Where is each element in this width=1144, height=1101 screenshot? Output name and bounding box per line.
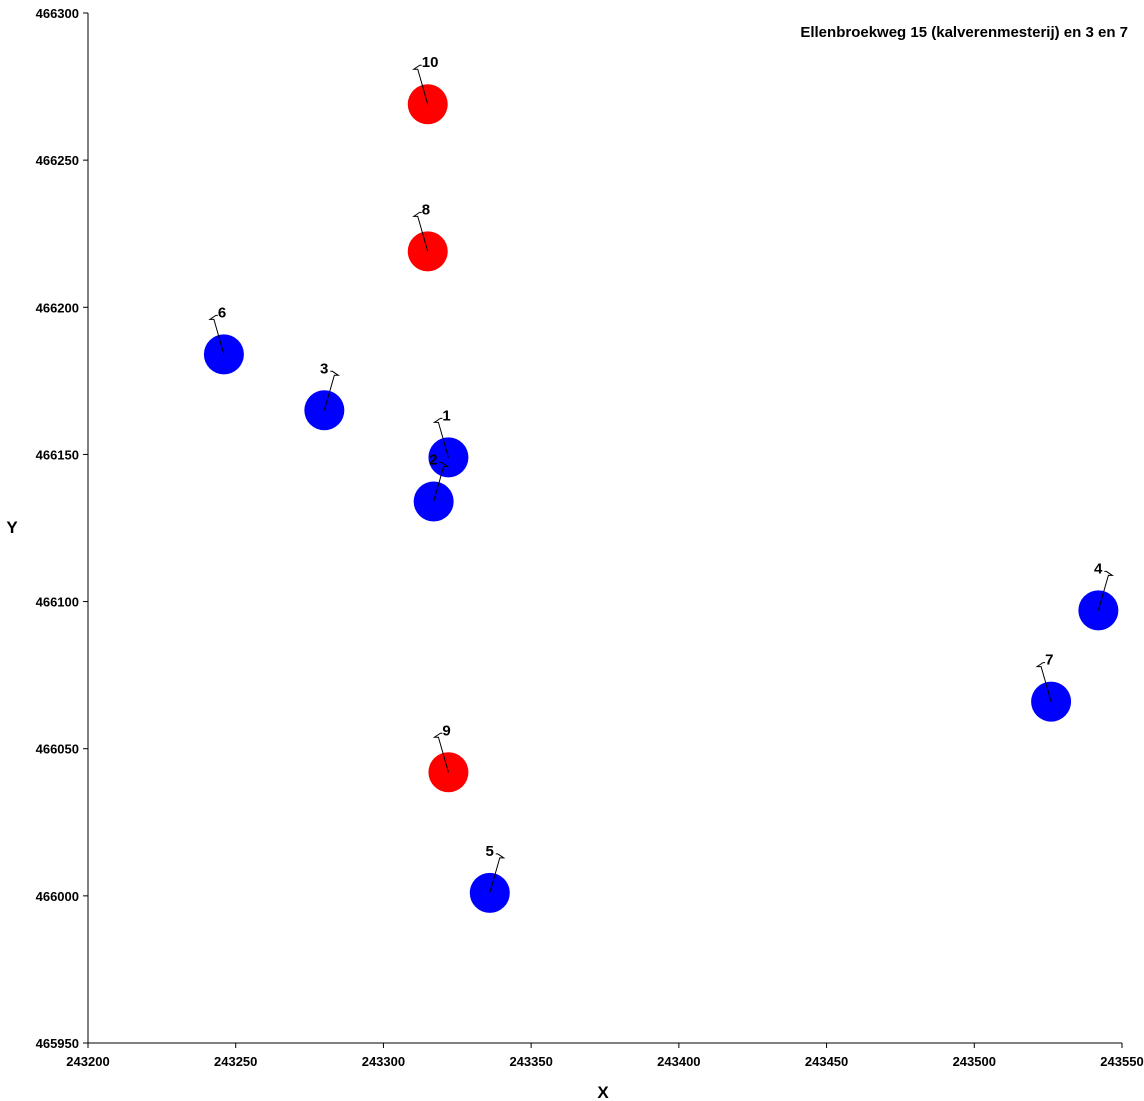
point-label: 6 — [218, 304, 226, 321]
y-tick-label: 466250 — [36, 153, 79, 168]
point-label: 8 — [422, 201, 430, 218]
x-tick-label: 243200 — [66, 1054, 109, 1069]
y-tick-label: 465950 — [36, 1036, 79, 1051]
point-label: 5 — [485, 843, 493, 860]
point-label: 7 — [1045, 652, 1053, 669]
point-leader-line — [432, 732, 449, 773]
point-leader-line — [433, 462, 450, 502]
point-leader-line — [323, 370, 340, 411]
data-points: 1 2 3 4 5 6 7 8 9 10 — [203, 54, 1119, 913]
x-tick-label: 243550 — [1100, 1054, 1143, 1069]
point-label: 1 — [442, 407, 450, 424]
point-leader-line — [1035, 662, 1052, 702]
point-leader-line — [208, 314, 225, 355]
x-tick-label: 243250 — [214, 1054, 257, 1069]
x-tick-label: 243300 — [362, 1054, 405, 1069]
y-tick-label: 466050 — [36, 742, 79, 757]
point-label: 9 — [442, 722, 450, 739]
y-tick-label: 466200 — [36, 300, 79, 315]
point-leader-line — [432, 417, 449, 458]
point-label: 4 — [1094, 560, 1103, 577]
y-tick-label: 466000 — [36, 889, 79, 904]
x-tick-label: 243350 — [509, 1054, 552, 1069]
point-leader-line — [412, 64, 429, 105]
x-tick-label: 243500 — [953, 1054, 996, 1069]
point-leader-line — [1097, 570, 1115, 611]
y-tick-label: 466150 — [36, 447, 79, 462]
point-label: 10 — [422, 54, 439, 71]
point-leader-line — [489, 853, 506, 894]
chart-title: Ellenbroekweg 15 (kalverenmesterij) en 3… — [800, 24, 1128, 41]
point-label: 3 — [320, 360, 328, 377]
y-tick-label: 466100 — [36, 595, 79, 610]
point-leader-line — [412, 211, 429, 252]
axes: 466300 466250 466200 466150 466100 466050 4660… — [36, 6, 1144, 1069]
x-tick-label: 243450 — [805, 1054, 848, 1069]
point-label: 2 — [429, 452, 437, 469]
x-axis-title: X — [597, 1083, 609, 1101]
y-axis-title: Y — [6, 518, 18, 537]
y-tick-label: 466300 — [36, 6, 79, 21]
x-tick-label: 243400 — [657, 1054, 700, 1069]
